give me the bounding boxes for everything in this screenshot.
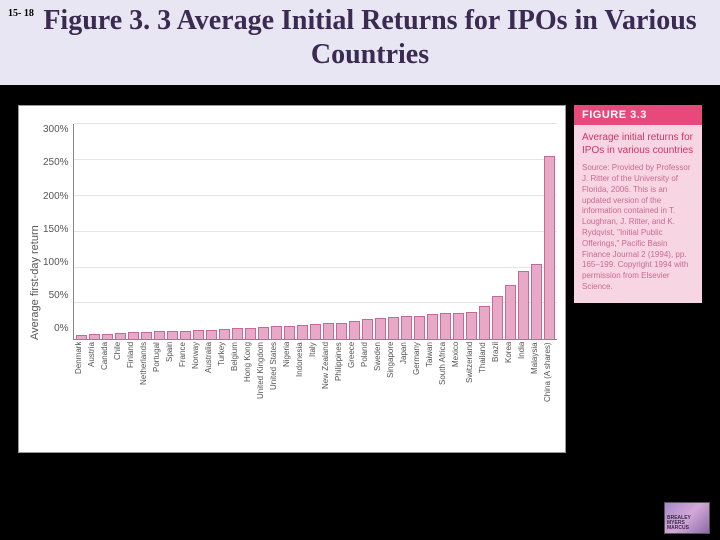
x-label: Denmark bbox=[75, 342, 86, 442]
y-tick: 300% bbox=[43, 124, 69, 135]
figure-caption-title: Average initial returns for IPOs in vari… bbox=[582, 131, 694, 157]
bar bbox=[375, 318, 386, 340]
x-label: Netherlands bbox=[140, 342, 151, 442]
bar bbox=[544, 156, 555, 339]
title-banner: Figure 3. 3 Average Initial Returns for … bbox=[0, 0, 720, 85]
bar bbox=[89, 334, 100, 339]
x-label: Chile bbox=[114, 342, 125, 442]
x-label: Norway bbox=[192, 342, 203, 442]
bar bbox=[505, 285, 516, 339]
bar bbox=[518, 271, 529, 339]
x-label: Thailand bbox=[479, 342, 490, 442]
y-tick: 150% bbox=[43, 224, 69, 235]
x-label: Italy bbox=[309, 342, 320, 442]
bar bbox=[76, 335, 87, 339]
x-label: Spain bbox=[166, 342, 177, 442]
bar bbox=[128, 332, 139, 339]
x-label: Portugal bbox=[153, 342, 164, 442]
bar bbox=[453, 313, 464, 340]
x-label: Greece bbox=[348, 342, 359, 442]
x-label: Poland bbox=[361, 342, 372, 442]
figure-caption-source: Source: Provided by Professor J. Ritter … bbox=[582, 163, 694, 293]
bar bbox=[167, 331, 178, 339]
y-tick: 0% bbox=[54, 323, 68, 334]
x-label: Korea bbox=[505, 342, 516, 442]
y-tick: 50% bbox=[49, 290, 69, 301]
bar bbox=[479, 306, 490, 340]
y-tick: 250% bbox=[43, 157, 69, 168]
y-axis-label: Average first-day return bbox=[27, 118, 43, 448]
bar bbox=[492, 296, 503, 339]
bar bbox=[531, 264, 542, 339]
x-labels: DenmarkAustriaCanadaChileFinlandNetherla… bbox=[73, 340, 557, 442]
bar bbox=[414, 316, 425, 340]
bar bbox=[440, 313, 451, 339]
publisher-logo: BREALEY MYERS MARCUS bbox=[664, 502, 710, 534]
x-label: Hong Kong bbox=[244, 342, 255, 442]
x-label: Austria bbox=[88, 342, 99, 442]
bar bbox=[193, 330, 204, 339]
x-label: Finland bbox=[127, 342, 138, 442]
x-label: Nigeria bbox=[283, 342, 294, 442]
bar bbox=[310, 324, 321, 339]
x-label: New Zealand bbox=[322, 342, 333, 442]
bar bbox=[154, 331, 165, 339]
x-label: United States bbox=[270, 342, 281, 442]
content-area: Average first-day return 300% 250% 200% 150… bbox=[0, 85, 720, 453]
bar bbox=[284, 326, 295, 340]
plot-area: DenmarkAustriaCanadaChileFinlandNetherla… bbox=[73, 118, 557, 448]
figure-header: FIGURE 3.3 bbox=[574, 105, 702, 125]
x-label: India bbox=[518, 342, 529, 442]
chart-panel: Average first-day return 300% 250% 200% 150… bbox=[18, 105, 566, 453]
y-tick: 100% bbox=[43, 257, 69, 268]
x-label: Turkey bbox=[218, 342, 229, 442]
x-label: Belgium bbox=[231, 342, 242, 442]
bar bbox=[349, 321, 360, 339]
bar bbox=[232, 328, 243, 339]
bars-region bbox=[73, 124, 557, 340]
x-label: Japan bbox=[400, 342, 411, 442]
bar bbox=[180, 331, 191, 340]
x-label: United Kingdom bbox=[257, 342, 268, 442]
bar bbox=[401, 316, 412, 339]
x-label: Brazil bbox=[492, 342, 503, 442]
x-label: Taiwan bbox=[426, 342, 437, 442]
bar bbox=[219, 329, 230, 339]
x-label: Malaysia bbox=[531, 342, 542, 442]
logo-line3: MARCUS bbox=[667, 526, 707, 531]
bar bbox=[206, 330, 217, 339]
bar bbox=[258, 327, 269, 339]
page-number: 15- 18 bbox=[8, 8, 34, 19]
bar bbox=[466, 312, 477, 339]
x-label: Singapore bbox=[387, 342, 398, 442]
figure-sidebar: FIGURE 3.3 Average initial returns for I… bbox=[574, 105, 702, 453]
x-label: Mexico bbox=[452, 342, 463, 442]
figure-caption-box: Average initial returns for IPOs in vari… bbox=[574, 125, 702, 303]
bar bbox=[323, 323, 334, 339]
x-label: Sweden bbox=[374, 342, 385, 442]
bar bbox=[297, 325, 308, 339]
y-tick: 200% bbox=[43, 191, 69, 202]
x-label: Canada bbox=[101, 342, 112, 442]
bar bbox=[388, 317, 399, 339]
bar bbox=[271, 326, 282, 339]
x-label: Germany bbox=[413, 342, 424, 442]
y-axis-ticks: 300% 250% 200% 150% 100% 50% 0% bbox=[43, 124, 73, 334]
x-label: Australia bbox=[205, 342, 216, 442]
bar bbox=[245, 328, 256, 339]
x-label: China (A shares) bbox=[544, 342, 555, 442]
bar bbox=[102, 334, 113, 339]
bar bbox=[115, 333, 126, 339]
x-label: France bbox=[179, 342, 190, 442]
bar bbox=[427, 314, 438, 339]
x-label: Indonesia bbox=[296, 342, 307, 442]
x-label: South Africa bbox=[439, 342, 450, 442]
slide-title: Figure 3. 3 Average Initial Returns for … bbox=[40, 4, 700, 71]
x-label: Switzerland bbox=[466, 342, 477, 442]
x-label: Philippines bbox=[335, 342, 346, 442]
bar bbox=[336, 323, 347, 339]
bar bbox=[362, 319, 373, 339]
bar bbox=[141, 332, 152, 339]
